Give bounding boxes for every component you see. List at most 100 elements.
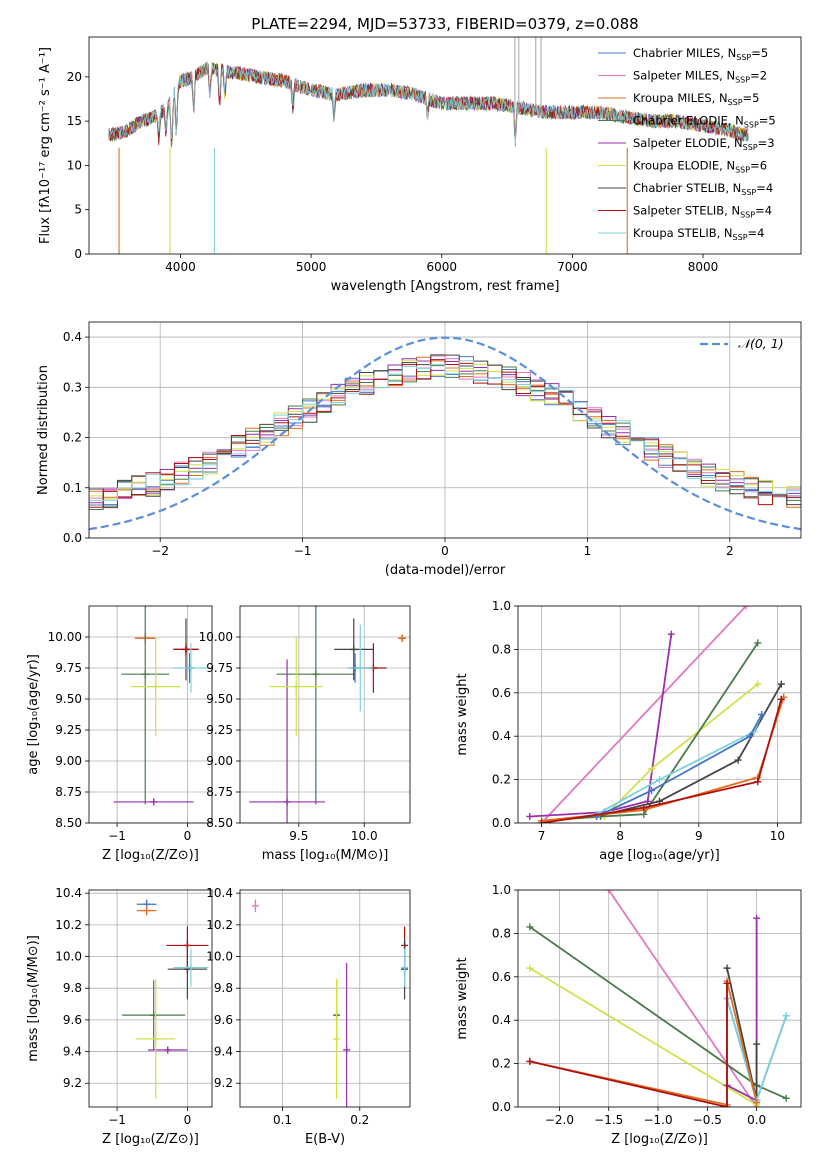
y-tick-label: 10.4 — [55, 886, 82, 900]
legend-entry: Chabrier STELIB, NSSP=4 — [633, 181, 773, 197]
legend-count: =2 — [750, 69, 767, 83]
y-tick-label: 0.4 — [63, 330, 82, 344]
weight-point — [640, 804, 648, 812]
x-tick-label: 10 — [770, 829, 785, 843]
x-tick-label: 10.0 — [351, 829, 378, 843]
weight-point — [667, 630, 675, 638]
x-axis-label: Z [log₁₀(Z/Z⊙)] — [611, 1132, 708, 1147]
x-tick-label: 0 — [184, 1113, 192, 1127]
legend-subscript: SSP — [743, 143, 758, 152]
weight-point — [758, 711, 766, 718]
data-point — [398, 634, 406, 642]
plot-area-weight-age — [518, 606, 801, 823]
y-tick-label: 10.0 — [55, 950, 82, 964]
x-tick-label: 1 — [584, 544, 592, 558]
legend-entry: Kroupa STELIB, NSSP=4 — [633, 226, 764, 242]
y-tick-label: 0.1 — [63, 481, 82, 495]
y-tick-label: 0.6 — [492, 686, 511, 700]
weight-line — [596, 683, 783, 818]
legend-count: =5 — [759, 114, 776, 128]
x-tick-label: −1 — [294, 544, 312, 558]
y-tick-label: 0.8 — [492, 642, 511, 656]
weight-line — [529, 967, 758, 1106]
weight-point — [656, 776, 663, 784]
y-tick-label: 8.75 — [55, 785, 82, 799]
panel-weight-age: 7 8 9 10 0.0 0.2 0.4 0.6 0.8 1.0 age [log₁₀(age/yr… — [455, 599, 802, 863]
weight-line — [541, 642, 759, 822]
plot-area-age-Z — [89, 606, 212, 823]
y-axis-label: Flux [fλ10⁻¹⁷ erg cm⁻² s⁻¹ A⁻¹] — [38, 47, 53, 244]
y-tick-label: 0.2 — [492, 773, 511, 787]
x-tick-label: 8000 — [688, 260, 719, 274]
weight-line — [529, 980, 758, 1106]
legend-count: =4 — [756, 181, 773, 195]
y-tick-label: 10.00 — [199, 630, 233, 644]
legend-entry: Kroupa MILES, NSSP=5 — [633, 91, 759, 107]
y-tick-label: 9.4 — [214, 1045, 233, 1059]
y-tick-label: 9.6 — [214, 1013, 233, 1027]
y-axis-label: age [log₁₀(age/yr)] — [26, 654, 41, 775]
legend-subscript: SSP — [733, 233, 748, 242]
x-tick-label: −2 — [151, 544, 169, 558]
weight-point — [754, 778, 762, 786]
legend-count: =6 — [750, 159, 767, 173]
axes-frame — [239, 889, 411, 1108]
x-tick-label: −1.0 — [643, 1113, 672, 1127]
weight-point — [526, 1057, 534, 1065]
data-point — [182, 645, 190, 653]
x-tick-label: 7 — [538, 829, 546, 843]
weight-line — [540, 606, 747, 823]
histogram-step — [89, 354, 801, 509]
y-axis-label: mass weight — [455, 957, 470, 1039]
x-axis-label: age [log₁₀(age/yr)] — [599, 848, 720, 863]
panel-weight-Z: −2.0 −1.5 −1.0 −0.5 0.0 0.0 0.2 0.4 0.6 0.8 1.0 Z [… — [455, 883, 802, 1147]
legend-subscript: SSP — [735, 76, 750, 85]
legend-subscript: SSP — [744, 121, 759, 130]
y-tick-label: 20 — [67, 70, 82, 84]
y-tick-label: 0.3 — [63, 380, 82, 394]
spectrum-line — [108, 61, 749, 145]
axes-frame — [239, 605, 411, 824]
weight-line — [529, 983, 728, 1107]
x-tick-label: −2.0 — [545, 1113, 574, 1127]
legend-subscript: SSP — [728, 98, 743, 107]
x-axis-label: mass [log₁₀(M/M⊙)] — [262, 848, 389, 863]
y-tick-label: 0 — [74, 247, 82, 261]
plot-area-spectrum — [108, 37, 749, 254]
x-tick-label: 6000 — [426, 260, 457, 274]
weight-point — [526, 923, 534, 931]
data-point — [152, 1035, 160, 1043]
data-point — [164, 1046, 172, 1054]
y-tick-label: 8.75 — [206, 785, 233, 799]
weight-point — [746, 732, 754, 740]
weight-line — [726, 918, 758, 1102]
x-tick-label: 9.5 — [289, 829, 308, 843]
histogram-step — [89, 359, 801, 508]
y-axis-label: mass [log₁₀(M/M⊙)] — [26, 935, 41, 1062]
legend-entry: Salpeter ELODIE, NSSP=3 — [633, 136, 775, 152]
y-tick-label: 9.00 — [206, 754, 233, 768]
legend-entry: Salpeter STELIB, NSSP=4 — [633, 204, 772, 220]
axes-frame — [88, 605, 213, 824]
legend-subscript: SSP — [740, 211, 755, 220]
axes-frame — [517, 889, 802, 1108]
legend-entry: Kroupa ELODIE, NSSP=6 — [633, 159, 767, 175]
weight-point — [526, 964, 534, 972]
data-point — [187, 964, 195, 972]
y-tick-label: 9.2 — [63, 1076, 82, 1090]
data-point — [350, 645, 358, 653]
weight-point — [782, 1012, 790, 1020]
y-tick-label: 9.25 — [55, 723, 82, 737]
panel-age-mass: 9.5 10.0 8.50 8.75 9.00 9.25 9.50 9.75 10.00 mass… — [199, 605, 411, 863]
weight-point — [648, 765, 656, 773]
weight-point — [753, 1099, 761, 1107]
x-tick-label: 9 — [695, 829, 703, 843]
data-point — [187, 664, 195, 672]
figure-title: PLATE=2294, MJD=53733, FIBERID=0379, z=0… — [251, 15, 638, 33]
y-tick-label: 10.4 — [206, 886, 233, 900]
x-tick-label: 8 — [616, 829, 624, 843]
x-axis-label: E(B-V) — [305, 1132, 345, 1147]
y-tick-label: 0.0 — [63, 531, 82, 545]
legend-count: =5 — [751, 46, 768, 60]
x-tick-label: 2 — [726, 544, 734, 558]
